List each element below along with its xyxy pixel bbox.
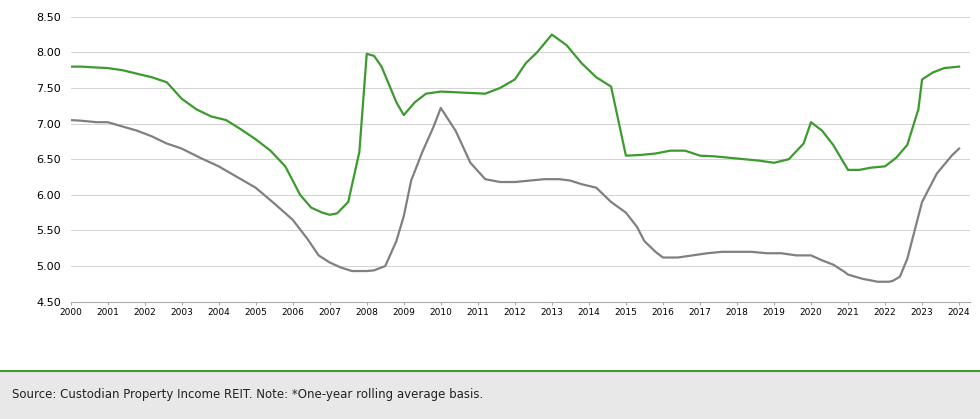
Text: Source: Custodian Property Income REIT. Note: *One-year rolling average basis.: Source: Custodian Property Income REIT. … — [12, 388, 483, 401]
Legend: Under £10m, £10m plus: Under £10m, £10m plus — [312, 381, 585, 403]
